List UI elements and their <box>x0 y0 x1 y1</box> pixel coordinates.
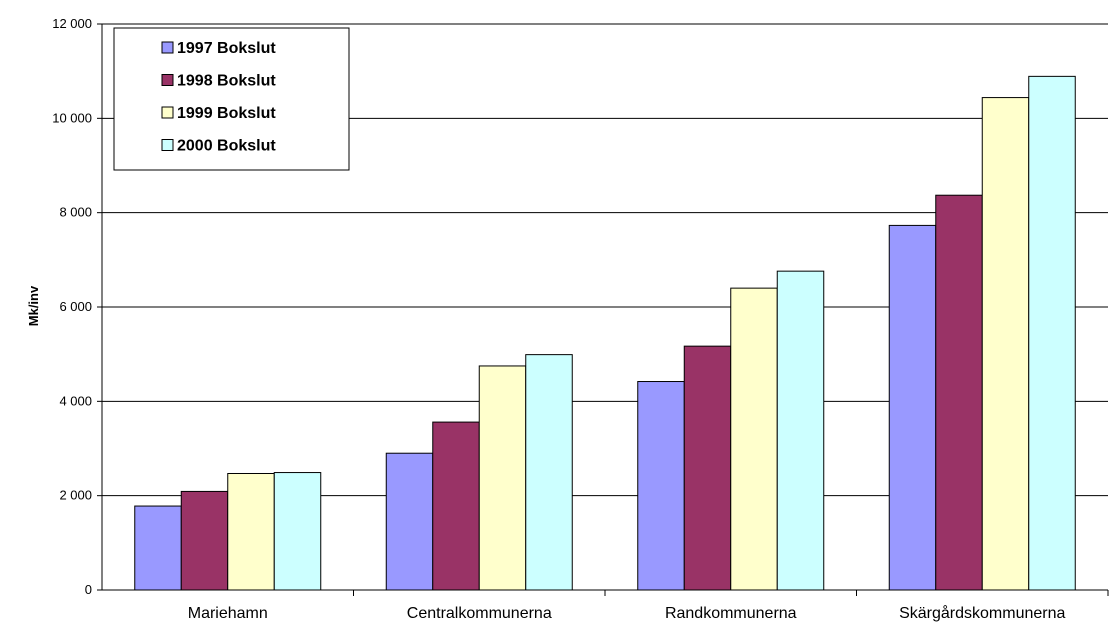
bar <box>730 287 778 591</box>
y-tick-label: 0 <box>85 582 92 597</box>
legend-label: 1998 Bokslut <box>177 73 276 90</box>
axes: 0 2 000 4 000 6 000 8 000 10 000 12 000 Marieha… <box>52 16 1109 622</box>
bar <box>134 505 182 591</box>
bars <box>134 75 1076 591</box>
legend-swatch <box>161 139 174 151</box>
bar <box>385 452 434 591</box>
bar <box>432 421 480 591</box>
bar <box>981 97 1030 591</box>
x-tick-label: Centralkommunerna <box>407 605 552 622</box>
legend: 1997 Bokslut 1998 Bokslut 1999 Bokslut 2000… <box>113 27 350 171</box>
bar <box>180 490 229 591</box>
bar <box>683 345 732 591</box>
y-tick-label: 10 000 <box>52 110 92 125</box>
legend-swatch <box>161 106 174 119</box>
bar <box>888 224 937 591</box>
y-tick-label: 2 000 <box>59 488 92 503</box>
bar <box>637 381 685 591</box>
x-tick-label: Randkommunerna <box>665 605 797 622</box>
legend-label: 2000 Bokslut <box>177 138 276 155</box>
bar <box>1028 75 1076 591</box>
y-axis-title: Mk/inv <box>26 285 41 326</box>
legend-swatch <box>161 41 174 54</box>
legend-box <box>113 27 350 171</box>
legend-label: 1997 Bokslut <box>177 40 276 57</box>
bar <box>935 194 983 591</box>
legend-label: 1999 Bokslut <box>177 105 276 122</box>
legend-swatch <box>161 74 174 86</box>
y-tick-label: 6 000 <box>59 299 92 314</box>
y-tick-label: 8 000 <box>59 205 92 220</box>
x-tick-label: Mariehamn <box>188 605 268 622</box>
bar <box>776 270 825 591</box>
y-tick-label: 4 000 <box>59 393 92 408</box>
bar <box>227 472 275 591</box>
x-tick-label: Skärgårdskommunerna <box>899 604 1065 622</box>
bar <box>525 354 573 591</box>
bar <box>273 472 322 591</box>
y-tick-label: 12 000 <box>52 16 92 31</box>
bar <box>478 365 527 591</box>
